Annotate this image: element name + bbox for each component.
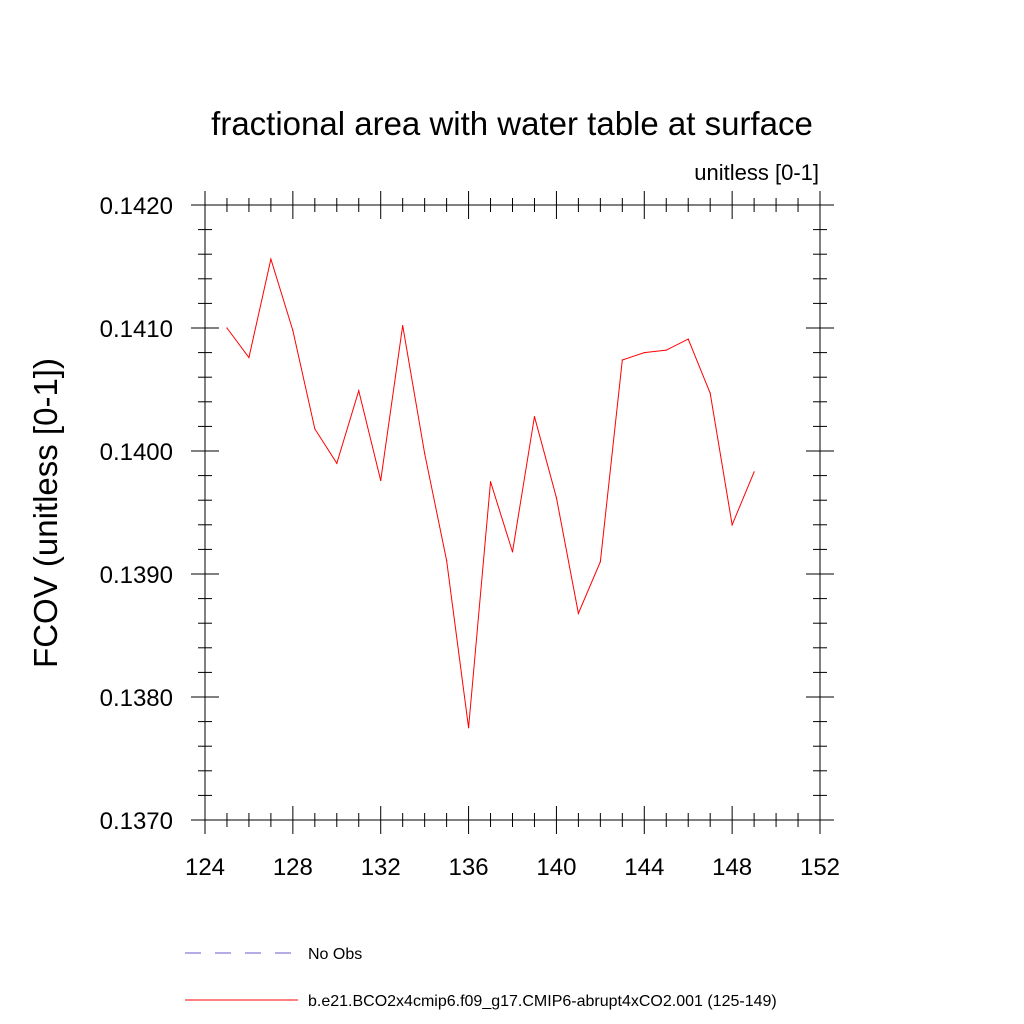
data-point [533, 415, 536, 418]
series-group [226, 257, 755, 729]
data-point [599, 561, 601, 563]
x-tick-labels: 124 128 132 136 140 144 148 152 [185, 854, 840, 881]
legend-label-no-obs: No Obs [308, 946, 362, 963]
x-tick-label: 148 [712, 854, 752, 881]
data-point [621, 359, 623, 361]
data-point [665, 349, 667, 351]
y-axis-label: FCOV (unitless [0-1]) [27, 358, 64, 668]
data-point [643, 352, 645, 354]
x-tick-label: 132 [361, 854, 401, 881]
chart-subtitle: unitless [0-1] [694, 160, 819, 185]
y-tick-label: 0.1380 [100, 685, 173, 712]
data-point [358, 390, 360, 392]
x-tick-label: 124 [185, 854, 225, 881]
legend: No Obs b.e21.BCO2x4cmip6.f09_g17.CMIP6-a… [185, 946, 777, 1010]
y-tick-labels: 0.1370 0.1380 0.1390 0.1400 0.1410 0.1420 [100, 193, 173, 835]
data-point [424, 452, 426, 455]
data-point [270, 258, 272, 260]
x-tick-label: 152 [800, 854, 840, 881]
data-point [467, 727, 470, 729]
y-tick-label: 0.1370 [100, 808, 173, 835]
legend-label-model: b.e21.BCO2x4cmip6.f09_g17.CMIP6-abrupt4x… [308, 993, 777, 1010]
x-tick-label: 140 [536, 854, 576, 881]
axis-ticks [191, 191, 834, 834]
data-point [380, 479, 382, 482]
data-point [731, 524, 733, 526]
data-point [336, 462, 338, 464]
data-point [402, 324, 404, 327]
data-point [446, 559, 448, 562]
data-point [292, 329, 294, 332]
data-point [248, 356, 250, 359]
data-point [226, 327, 228, 329]
data-point [687, 338, 689, 340]
plot-frame [204, 204, 821, 821]
x-tick-label: 144 [624, 854, 664, 881]
data-point [555, 497, 558, 499]
y-tick-label: 0.1410 [100, 316, 173, 343]
x-tick-label: 128 [273, 854, 313, 881]
x-tick-label: 136 [449, 854, 489, 881]
data-point [511, 551, 514, 553]
data-point [489, 481, 492, 483]
chart-title: fractional area with water table at surf… [211, 105, 813, 142]
series-line [226, 257, 755, 728]
y-tick-label: 0.1420 [100, 193, 173, 220]
data-point [709, 392, 711, 394]
y-tick-label: 0.1400 [100, 439, 173, 466]
data-point [753, 471, 755, 473]
data-point [314, 428, 316, 430]
y-tick-label: 0.1390 [100, 562, 173, 589]
data-point [577, 612, 579, 614]
